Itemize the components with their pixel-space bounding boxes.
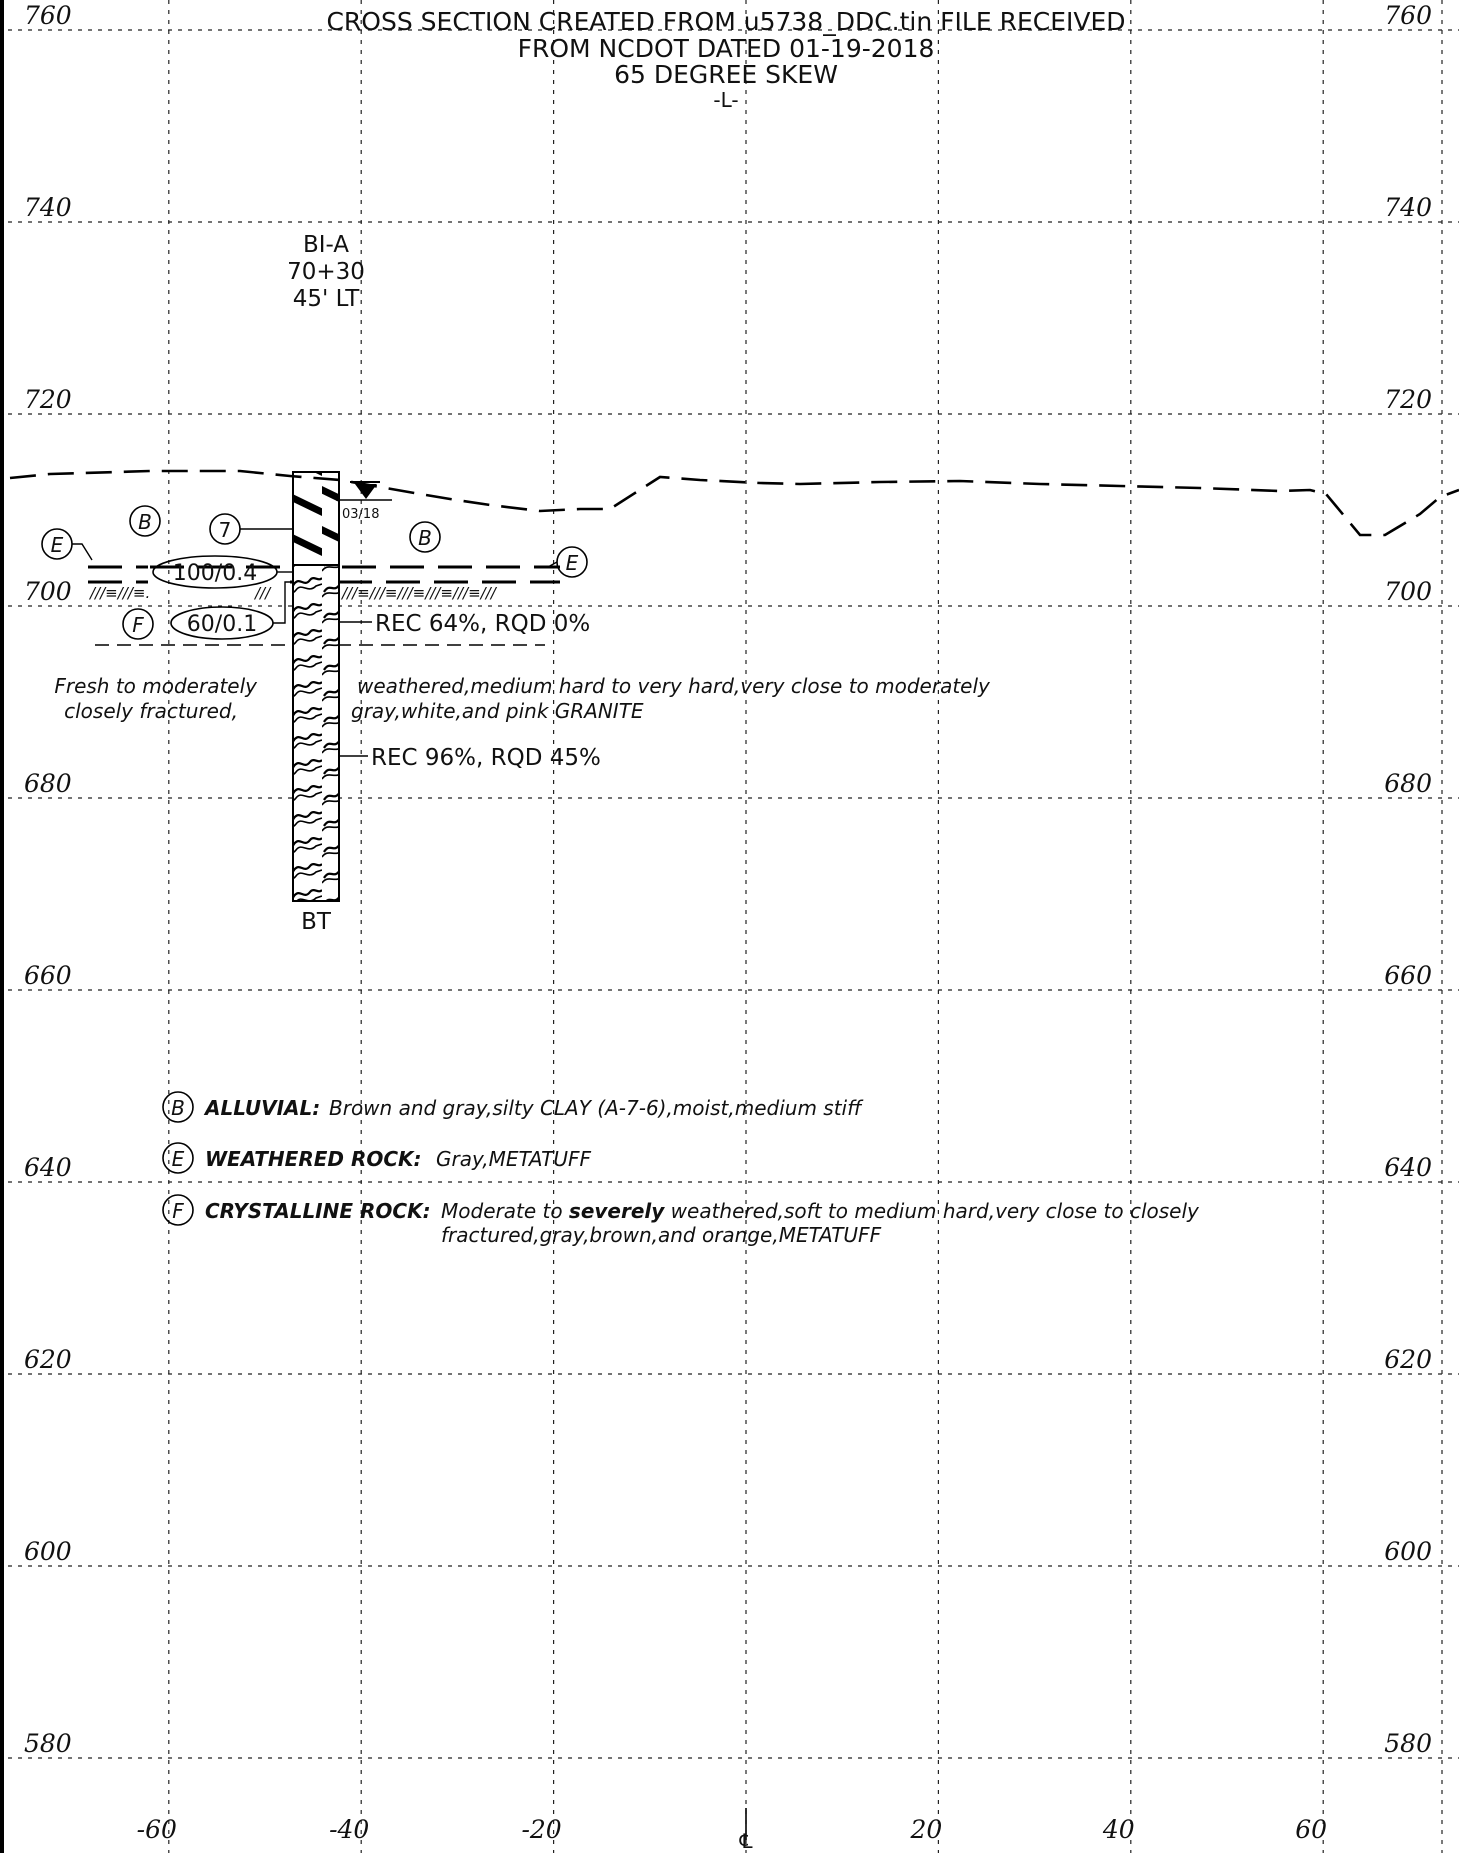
boring-terminal-label: BT: [301, 909, 332, 935]
rock-desc-left-2: closely fractured,: [64, 699, 238, 723]
elevation-label: 640: [1384, 1153, 1432, 1182]
blow-count-7: 7: [219, 518, 232, 542]
legend-name-e: WEATHERED ROCK:: [205, 1147, 422, 1171]
elevation-label: 720: [24, 385, 72, 414]
boring-offset: 45' LT: [293, 286, 361, 312]
label-f-left: F: [132, 613, 144, 637]
core-run-1: REC 64%, RQD 0%: [375, 611, 590, 637]
rock-desc-right-2: gray,white,and pink GRANITE: [351, 699, 644, 723]
elevation-labels: 760 760 740 740 720 720 700 700 680 680 660 660 640 6…: [24, 1, 1432, 1758]
legend-name-b: ALLUVIAL:: [203, 1096, 320, 1120]
rock-description: Fresh to moderately closely fractured, w…: [54, 674, 991, 723]
elevation-label: 600: [24, 1537, 72, 1566]
legend-symbol-f-circle: [162, 1194, 194, 1226]
legend-symbol-b: B: [171, 1096, 185, 1120]
offset-labels: -60 -40 -20 20 40 60: [137, 1815, 1328, 1844]
elevation-label: 640: [24, 1153, 72, 1182]
elevation-label: 760: [1384, 1, 1432, 30]
boring-column: [292, 471, 340, 902]
weathered-rock-symbol: ///≡///≡. /// ///≡///≡///≡///≡///≡///: [88, 584, 498, 602]
offset-label: 20: [909, 1815, 942, 1844]
centerline-symbol: ℄: [737, 1829, 755, 1853]
boring-header: BI-A 70+30 45' LT: [287, 232, 365, 312]
offset-label: -40: [329, 1815, 369, 1844]
label-b-left: B: [138, 510, 152, 534]
elevation-label: 760: [24, 1, 72, 30]
offset-label: -20: [521, 1815, 561, 1844]
elevation-label: 680: [24, 769, 72, 798]
elevation-label: 620: [1384, 1345, 1432, 1374]
label-b-right: B: [418, 526, 432, 550]
stratum-callouts: B B E E F: [41, 505, 588, 640]
elevation-label: 740: [1384, 193, 1432, 222]
legend-desc-b: Brown and gray,silty CLAY (A-7-6),moist,…: [329, 1096, 864, 1120]
title-line-4: -L-: [713, 88, 738, 112]
elevation-label: 580: [1384, 1729, 1432, 1758]
blow-count-100: 100/0.4: [173, 561, 257, 586]
boring-rock-segment: [292, 564, 340, 902]
legend-desc-e: Gray,METATUFF: [436, 1147, 591, 1171]
drawing-title: CROSS SECTION CREATED FROM u5738_DDC.tin…: [326, 7, 1125, 112]
elevation-label: 660: [24, 961, 72, 990]
offset-label: -60: [137, 1815, 177, 1844]
title-line-2: FROM NCDOT DATED 01-19-2018: [518, 34, 935, 63]
legend-symbol-e-circle: [162, 1142, 194, 1174]
legend-symbol-f: F: [172, 1199, 184, 1223]
offset-label: 60: [1295, 1815, 1327, 1844]
label-e-left: E: [51, 533, 64, 557]
offset-label: 40: [1102, 1815, 1135, 1844]
rock-hatch-right: ///≡///≡///≡///≡///≡///: [340, 584, 498, 602]
legend-desc-f-2: fractured,gray,brown,and orange,METATUFF: [441, 1223, 882, 1247]
elevation-label: 620: [24, 1345, 72, 1374]
label-e-right: E: [566, 551, 579, 575]
elevation-label: 720: [1384, 385, 1432, 414]
elevation-label: 700: [24, 577, 72, 606]
elevation-label: 580: [24, 1729, 72, 1758]
elevation-label: 660: [1384, 961, 1432, 990]
ground-surface-line: [9, 469, 1459, 537]
elevation-label: 740: [24, 193, 72, 222]
title-line-3: 65 DEGREE SKEW: [614, 60, 838, 89]
boring-station: 70+30: [287, 259, 365, 285]
core-run-2: REC 96%, RQD 45%: [371, 745, 601, 771]
boring-id: BI-A: [303, 232, 349, 258]
elevation-label: 600: [1384, 1537, 1432, 1566]
rock-desc-left-1: Fresh to moderately: [54, 674, 258, 698]
elevation-label: 680: [1384, 769, 1432, 798]
water-table-date: 03/18: [342, 507, 379, 522]
legend-symbol-b-circle: [162, 1091, 194, 1123]
blow-count-60: 60/0.1: [187, 612, 257, 637]
legend: B ALLUVIAL: Brown and gray,silty CLAY (A…: [162, 1091, 1200, 1247]
legend-desc-f: Moderate to severely weathered,soft to m…: [441, 1199, 1200, 1223]
elevation-label: 700: [1384, 577, 1432, 606]
elevation-gridlines: [8, 29, 1459, 1759]
legend-name-f: CRYSTALLINE ROCK:: [205, 1199, 431, 1223]
rock-desc-right-1: weathered,medium hard to very hard,very …: [357, 674, 991, 698]
rock-hatch-left: ///≡///≡.: [88, 584, 150, 602]
rock-hatch-mid: ///: [253, 584, 272, 602]
title-line-1: CROSS SECTION CREATED FROM u5738_DDC.tin…: [326, 7, 1125, 36]
boring-soil-segment: [292, 471, 340, 566]
water-table-symbol: 03/18: [336, 481, 392, 522]
legend-symbol-e: E: [172, 1147, 185, 1171]
